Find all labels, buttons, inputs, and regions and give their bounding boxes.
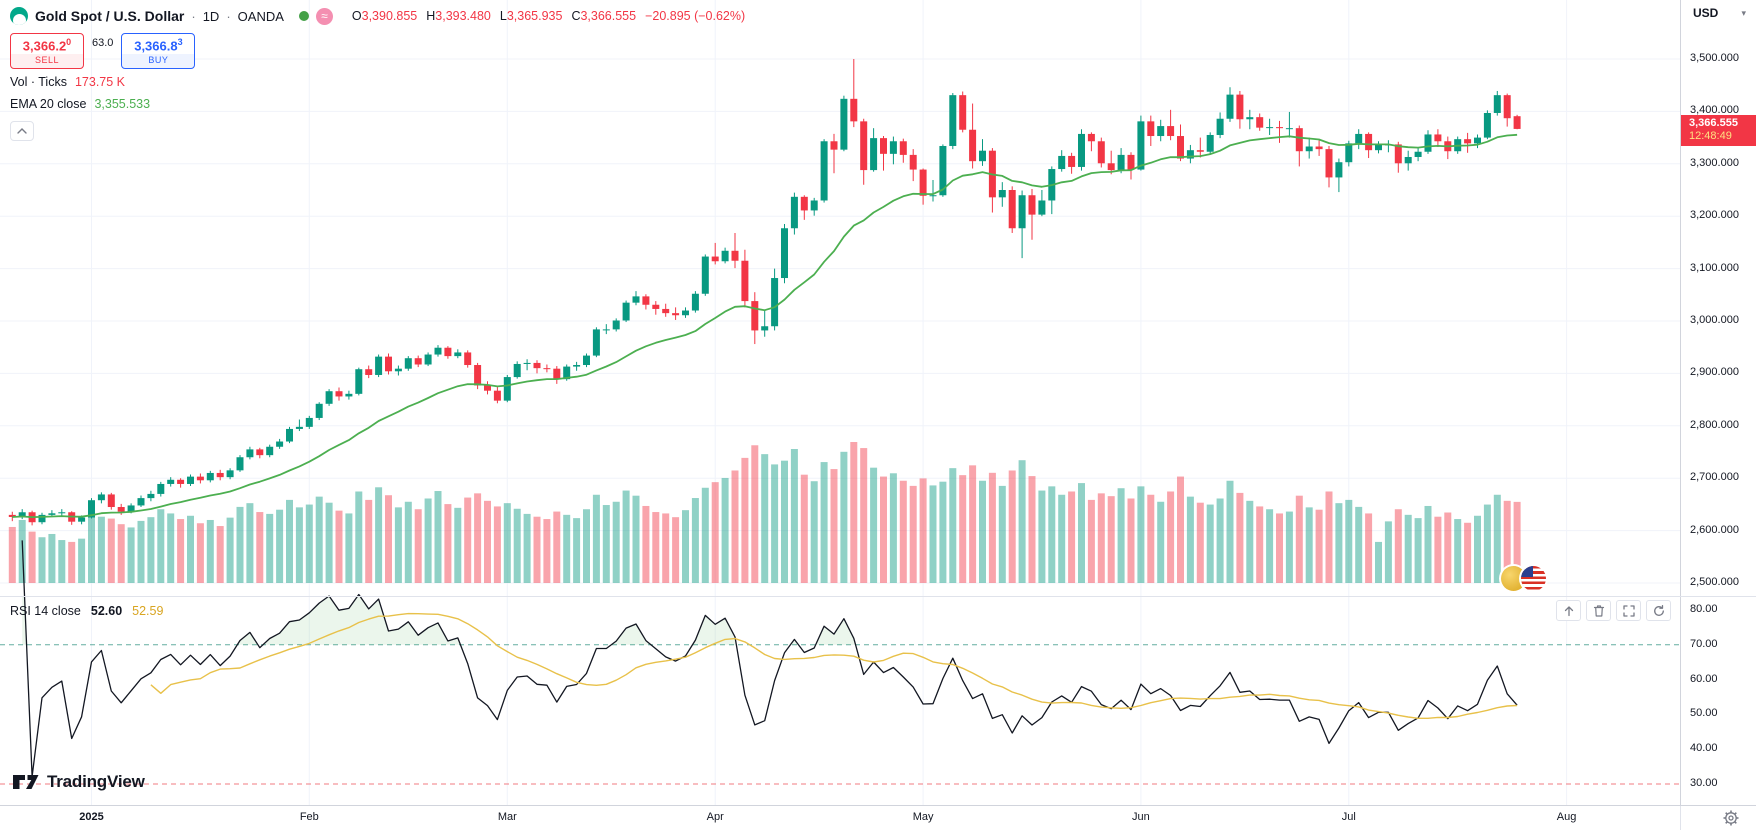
rsi-axis-label: 70.00 (1690, 637, 1718, 650)
chevron-up-icon (17, 128, 27, 134)
time-axis[interactable]: 2025 Feb Mar Apr May Jun Jul Aug (0, 805, 1756, 830)
separator: · (191, 8, 196, 24)
change-value: −20.895 (−0.62%) (645, 9, 746, 23)
last-price-value: 3,366.555 (1689, 117, 1738, 129)
collapse-legend-button[interactable] (10, 121, 34, 141)
arrow-up-icon (1564, 605, 1573, 616)
price-axis-label: 3,300.000 (1690, 156, 1739, 169)
currency-selector[interactable]: USD ▾ (1681, 6, 1756, 20)
price-axis[interactable]: USD ▾ 3,500.000 3,400.000 3,300.000 3,200.0… (1680, 0, 1756, 805)
time-axis-label: Jun (1132, 811, 1150, 823)
gear-icon (1723, 810, 1739, 826)
sell-button[interactable]: 3,366.20 SELL (10, 33, 84, 70)
tradingview-logo-icon (13, 775, 39, 789)
settings-button[interactable] (1722, 809, 1740, 827)
buy-button[interactable]: 3,366.83 BUY (121, 33, 196, 70)
price-axis-labels: 3,500.000 3,400.000 3,300.000 3,200.000 3,10… (1681, 0, 1756, 805)
time-axis-labels: 2025 Feb Mar Apr May Jun Jul Aug (0, 806, 1756, 829)
currency-label: USD (1693, 6, 1719, 20)
price-axis-label: 3,400.000 (1690, 104, 1739, 117)
oanda-logo-icon (10, 7, 28, 25)
tradingview-watermark-text: TradingView (47, 772, 145, 791)
time-axis-label: Jul (1341, 811, 1356, 823)
time-axis-label: May (912, 811, 934, 823)
high-label: H (426, 9, 436, 23)
rsi-ma-value: 52.59 (132, 604, 164, 618)
delete-pane-button[interactable] (1586, 600, 1611, 621)
time-axis-label: Aug (1556, 811, 1577, 823)
volume-legend-value: 173.75 K (74, 75, 126, 89)
rsi-axis-label: 50.00 (1690, 707, 1718, 720)
delayed-data-icon[interactable]: ≈ (315, 7, 333, 25)
rsi-axis-label: 60.00 (1690, 672, 1718, 685)
separator: · (226, 8, 231, 24)
restore-pane-button[interactable] (1646, 600, 1671, 621)
time-axis-label: Mar (497, 811, 517, 823)
maximize-pane-button[interactable] (1616, 600, 1641, 621)
price-axis-label: 2,800.000 (1690, 418, 1739, 431)
rsi-legend-value: 52.60 (90, 604, 123, 618)
rsi-axis-label: 80.00 (1690, 603, 1718, 615)
time-axis-label: Apr (706, 811, 724, 823)
symbol-legend: Gold Spot / U.S. Dollar · 1D · OANDA ≈ O… (10, 7, 745, 25)
move-pane-up-button[interactable] (1556, 600, 1581, 621)
close-label: C (571, 9, 581, 23)
symbol-title[interactable]: Gold Spot / U.S. Dollar (35, 8, 185, 24)
trash-icon (1593, 604, 1604, 617)
sell-price: 3,366.2 (22, 38, 67, 54)
usd-flag-logo-icon (1521, 566, 1546, 591)
market-status-icon[interactable] (298, 11, 309, 21)
price-axis-label: 3,200.000 (1690, 209, 1739, 222)
rsi-axis-label: 40.00 (1690, 742, 1718, 755)
low-value: 3,365.935 (506, 9, 563, 23)
caret-down-icon: ▾ (1741, 7, 1746, 18)
high-value: 3,393.480 (435, 9, 491, 23)
buy-price: 3,366.8 (134, 38, 178, 54)
ema-legend-title[interactable]: EMA 20 close (10, 97, 87, 111)
refresh-icon (1653, 604, 1664, 616)
rsi-pane-controls (1556, 600, 1671, 621)
ema-legend: EMA 20 close 3,355.533 (10, 97, 150, 111)
price-axis-label: 2,500.000 (1690, 576, 1739, 588)
price-axis-label: 3,500.000 (1690, 52, 1739, 64)
ema-legend-value: 3,355.533 (94, 97, 151, 111)
volume-legend-title[interactable]: Vol · Ticks (10, 75, 67, 89)
rsi-axis-label: 30.00 (1690, 777, 1718, 789)
rsi-legend: RSI 14 close 52.60 52.59 (10, 604, 163, 618)
buy-label: BUY (122, 54, 195, 69)
low-label: L (499, 9, 507, 23)
trade-panel: 3,366.20 SELL 63.0 3,366.83 BUY (10, 33, 196, 70)
price-axis-label: 3,100.000 (1690, 261, 1739, 274)
last-price-tag: 3,366.555 12:48:49 (1681, 115, 1756, 146)
ohlc-values: O3,390.855 H3,393.480 L3,365.935 C3,366.… (352, 9, 745, 23)
time-axis-label: Feb (299, 811, 319, 823)
price-axis-label: 2,700.000 (1690, 471, 1739, 484)
price-axis-label: 3,000.000 (1690, 314, 1739, 326)
candlestick-chart[interactable] (0, 0, 1680, 805)
open-label: O (351, 9, 362, 23)
exchange-label[interactable]: OANDA (237, 8, 284, 24)
rsi-axis-labels: 80.00 70.00 60.00 50.00 40.00 30.00 (1681, 0, 1756, 805)
volume-legend: Vol · Ticks 173.75 K (10, 75, 125, 89)
interval-label[interactable]: 1D (202, 8, 220, 24)
close-value: 3,366.555 (580, 9, 637, 23)
spread-value: 63.0 (92, 37, 114, 49)
rsi-legend-title[interactable]: RSI 14 close (10, 604, 81, 618)
sell-label: SELL (11, 54, 83, 69)
open-value: 3,390.855 (361, 9, 418, 23)
price-axis-label: 2,600.000 (1690, 523, 1739, 536)
bar-countdown: 12:48:49 (1689, 130, 1732, 142)
instrument-logo-badges[interactable] (1501, 566, 1546, 591)
buy-price-fraction: 3 (177, 37, 183, 47)
time-axis-label: 2025 (79, 811, 104, 823)
price-axis-label: 2,900.000 (1690, 366, 1739, 379)
sell-price-fraction: 0 (66, 37, 72, 47)
tradingview-watermark[interactable]: TradingView (12, 772, 145, 792)
pane-separator[interactable] (0, 596, 1756, 597)
maximize-icon (1622, 604, 1635, 617)
